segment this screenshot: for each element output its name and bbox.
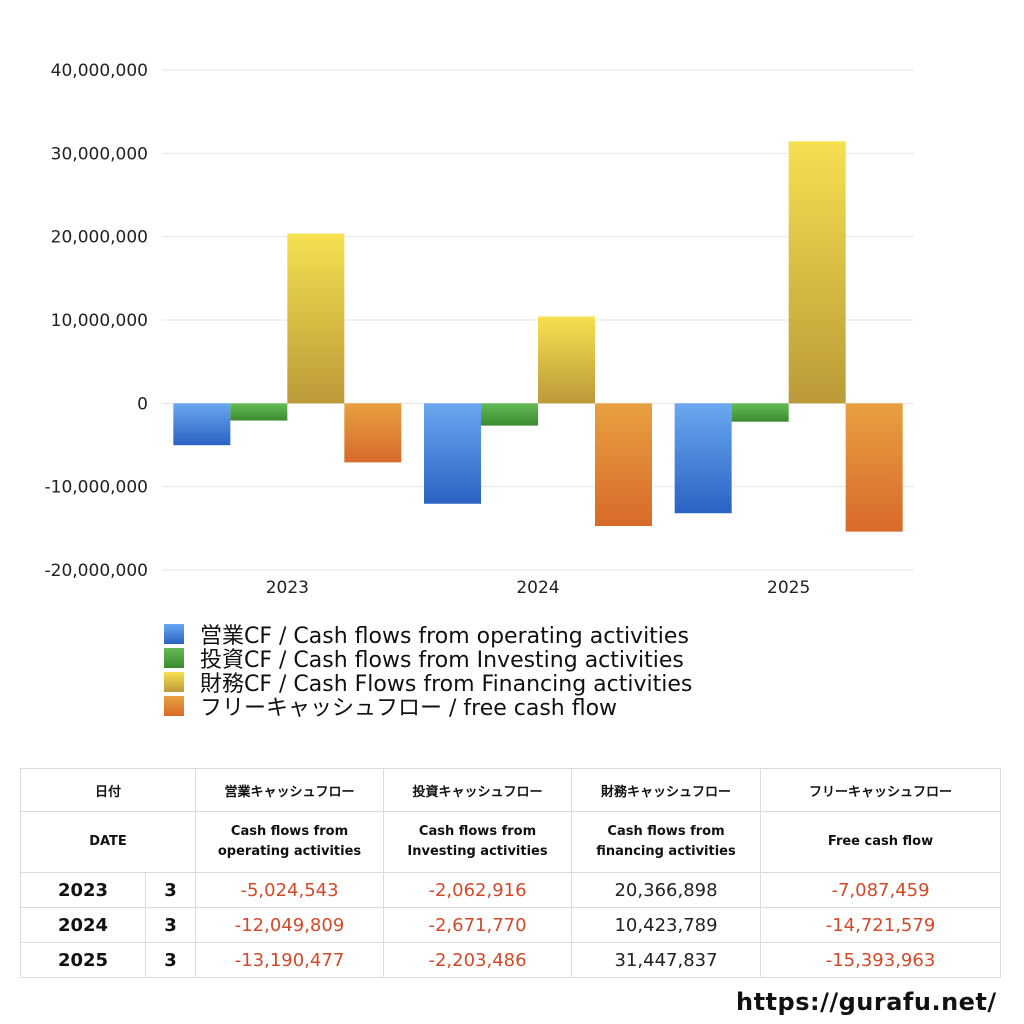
bar-series-3-2025 (788, 141, 846, 404)
legend-item: 営業CF / Cash flows from operating activit… (164, 622, 692, 649)
x-tick-label: 2024 (516, 578, 559, 598)
header-investing-jp: 投資キャッシュフロー (383, 768, 573, 812)
header-financing-jp: 財務キャッシュフロー (571, 768, 762, 812)
cell-financing: 20,366,898 (571, 872, 762, 908)
header-date-en: DATE (19, 811, 197, 873)
header-investing-en: Cash flows from Investing activities (383, 811, 573, 873)
y-tick-label: 20,000,000 (51, 228, 148, 248)
legend-swatch (164, 648, 184, 668)
bar-series-4-2024 (595, 403, 652, 527)
y-tick-label: 0 (137, 394, 148, 414)
table-header-row-jp: 日付 営業キャッシュフロー 投資キャッシュフロー 財務キャッシュフロー フリーキ… (19, 768, 1002, 812)
cell-operating: -12,049,809 (195, 907, 385, 943)
cell-financing: 10,423,789 (571, 907, 762, 943)
header-operating-en: Cash flows from operating activities (195, 811, 385, 873)
legend-label: フリーキャッシュフロー / free cash flow (200, 696, 618, 721)
cell-financing: 31,447,837 (571, 942, 762, 978)
header-free-en: Free cash flow (760, 811, 1002, 873)
table-row: 2023 3 -5,024,543 -2,062,916 20,366,898 … (20, 872, 1002, 908)
cell-free: -14,721,579 (760, 907, 1002, 943)
legend-item: 投資CF / Cash flows from Investing activit… (164, 646, 692, 673)
y-tick-label: 40,000,000 (51, 61, 148, 81)
bar-series-2-2024 (481, 403, 538, 426)
cash-flow-table-wrap: 日付 営業キャッシュフロー 投資キャッシュフロー 財務キャッシュフロー フリーキ… (19, 768, 1002, 978)
bar-series-1-2024 (424, 403, 481, 504)
row-year: 2023 (20, 872, 146, 908)
x-tick-label: 2025 (767, 578, 810, 598)
bar-series-2-2023 (230, 403, 288, 421)
row-month: 3 (144, 872, 197, 908)
bar-series-1-2025 (674, 403, 732, 514)
y-tick-label: 10,000,000 (51, 311, 148, 331)
bar-series-3-2024 (538, 316, 595, 404)
chart-legend: 営業CF / Cash flows from operating activit… (164, 622, 692, 721)
table-row: 2024 3 -12,049,809 -2,671,770 10,423,789… (20, 907, 1002, 943)
cell-investing: -2,203,486 (383, 942, 573, 978)
cell-investing: -2,671,770 (383, 907, 573, 943)
cash-flow-bar-chart: 40,000,000 30,000,000 20,000,000 10,000,000… (45, 61, 914, 598)
legend-swatch (164, 696, 184, 716)
row-year: 2025 (20, 942, 146, 978)
bar-series-4-2025 (845, 403, 903, 532)
site-url[interactable]: https://gurafu.net/ (736, 988, 997, 1016)
row-year: 2024 (20, 907, 146, 943)
cell-investing: -2,062,916 (383, 872, 573, 908)
y-tick-label: -20,000,000 (45, 561, 148, 581)
row-month: 3 (144, 942, 197, 978)
row-month: 3 (144, 907, 197, 943)
cell-operating: -5,024,543 (195, 872, 385, 908)
legend-label: 投資CF / Cash flows from Investing activit… (200, 648, 684, 673)
header-date-jp: 日付 (19, 768, 197, 812)
table-header-row-en: DATE Cash flows from operating activities… (19, 811, 1002, 873)
bar-series-2-2025 (731, 403, 789, 422)
bar-series-4-2023 (344, 403, 402, 463)
cell-operating: -13,190,477 (195, 942, 385, 978)
legend-item: 財務CF / Cash Flows from Financing activit… (164, 670, 692, 697)
cell-free: -7,087,459 (760, 872, 1002, 908)
legend-label: 営業CF / Cash flows from operating activit… (200, 624, 689, 649)
legend-item: フリーキャッシュフロー / free cash flow (164, 694, 692, 721)
y-tick-label: 30,000,000 (51, 144, 148, 164)
x-tick-label: 2023 (266, 578, 309, 598)
y-tick-label: -10,000,000 (45, 478, 148, 498)
cell-free: -15,393,963 (760, 942, 1002, 978)
bar-series-1-2023 (173, 403, 231, 446)
header-free-jp: フリーキャッシュフロー (760, 768, 1002, 812)
cash-flow-table: 日付 営業キャッシュフロー 投資キャッシュフロー 財務キャッシュフロー フリーキ… (19, 768, 1002, 978)
header-financing-en: Cash flows from financing activities (571, 811, 762, 873)
table-row: 2025 3 -13,190,477 -2,203,486 31,447,837… (20, 942, 1002, 978)
legend-swatch (164, 624, 184, 644)
legend-label: 財務CF / Cash Flows from Financing activit… (200, 672, 693, 697)
header-operating-jp: 営業キャッシュフロー (195, 768, 385, 812)
legend-swatch (164, 672, 184, 692)
bar-series-3-2023 (287, 233, 345, 404)
